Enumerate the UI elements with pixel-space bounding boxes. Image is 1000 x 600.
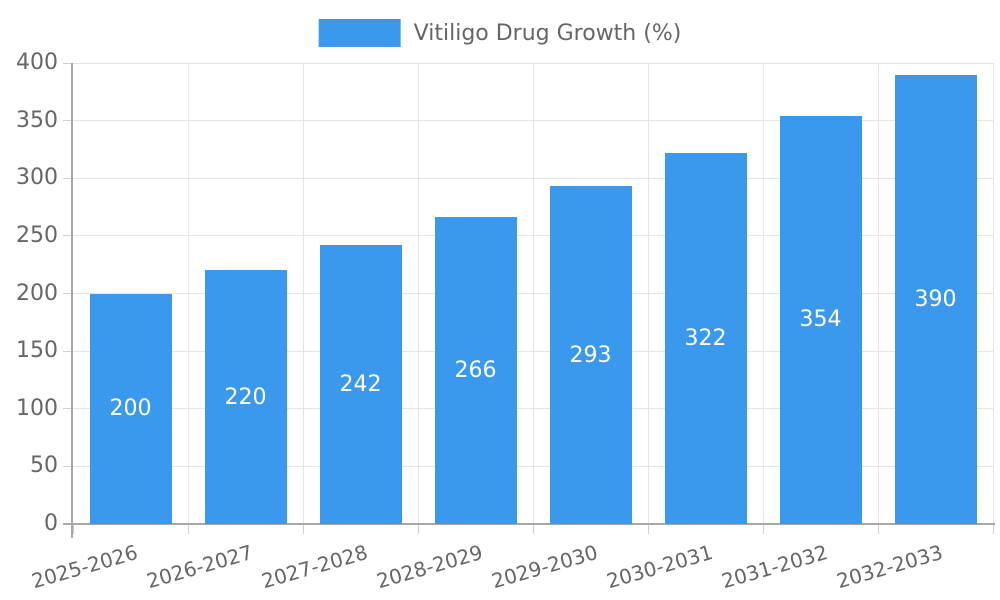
- y-tick-mark: [63, 235, 73, 237]
- x-tick-mark: [647, 525, 649, 534]
- bar-value-label: 220: [224, 384, 267, 410]
- x-tick-mark: [72, 525, 74, 534]
- x-axis-tick-label: 2030-2031: [604, 540, 716, 594]
- bar-value-label: 390: [914, 286, 957, 312]
- y-tick-mark: [63, 465, 73, 467]
- x-tick-mark: [877, 525, 879, 534]
- bar[interactable]: 266: [434, 217, 517, 524]
- bar-value-label: 322: [684, 325, 727, 351]
- x-tick-mark: [762, 525, 764, 534]
- bar[interactable]: 220: [204, 270, 287, 524]
- bar[interactable]: 390: [894, 74, 977, 524]
- bar-value-label: 266: [454, 358, 497, 384]
- y-axis-tick-label: 100: [16, 395, 58, 421]
- x-tick-mark: [992, 525, 994, 534]
- x-gridline: [647, 63, 649, 524]
- y-axis-line: [71, 63, 73, 538]
- legend[interactable]: Vitiligo Drug Growth (%): [318, 19, 682, 47]
- x-tick-mark: [532, 525, 534, 534]
- x-tick-mark: [417, 525, 419, 534]
- y-axis-tick-label: 250: [16, 222, 58, 248]
- x-gridline: [302, 63, 304, 524]
- x-axis-tick-label: 2031-2032: [719, 540, 831, 594]
- y-tick-mark: [63, 408, 73, 410]
- x-axis-line: [63, 523, 995, 525]
- bar[interactable]: 200: [89, 293, 172, 524]
- y-axis-tick-label: 200: [16, 280, 58, 306]
- y-axis-tick-label: 50: [30, 453, 58, 479]
- x-gridline: [877, 63, 879, 524]
- legend-label: Vitiligo Drug Growth (%): [413, 20, 682, 46]
- bar[interactable]: 242: [319, 245, 402, 524]
- x-tick-mark: [302, 525, 304, 534]
- x-axis-tick-label: 2032-2033: [834, 540, 946, 594]
- x-axis-tick-label: 2025-2026: [29, 540, 141, 594]
- y-tick-mark: [63, 62, 73, 64]
- x-axis-tick-label: 2029-2030: [489, 540, 601, 594]
- y-tick-mark: [63, 293, 73, 294]
- x-gridline: [532, 63, 534, 524]
- bar-value-label: 293: [569, 342, 612, 368]
- x-axis-tick-label: 2028-2029: [374, 540, 486, 594]
- x-gridline: [187, 63, 189, 524]
- x-tick-mark: [187, 525, 189, 534]
- x-gridline: [992, 63, 994, 524]
- y-axis-tick-label: 150: [16, 338, 58, 364]
- bar-value-label: 200: [109, 396, 152, 422]
- y-tick-mark: [63, 120, 73, 122]
- y-tick-mark: [63, 177, 73, 179]
- y-axis-tick-label: 300: [16, 165, 58, 191]
- x-gridline: [417, 63, 419, 524]
- x-axis-tick-label: 2026-2027: [144, 540, 256, 594]
- bar[interactable]: 354: [779, 116, 862, 524]
- legend-swatch-icon: [318, 19, 401, 47]
- x-axis-tick-label: 2027-2028: [259, 540, 371, 594]
- bar[interactable]: 293: [549, 186, 632, 524]
- y-tick-mark: [63, 350, 73, 352]
- bar[interactable]: 322: [664, 152, 747, 524]
- bar-value-label: 354: [799, 307, 842, 333]
- x-gridline: [762, 63, 764, 524]
- y-axis-tick-label: 400: [16, 50, 58, 75]
- bar-value-label: 242: [339, 372, 382, 398]
- y-axis-tick-label: 0: [44, 511, 58, 536]
- y-axis-tick-label: 350: [16, 107, 58, 133]
